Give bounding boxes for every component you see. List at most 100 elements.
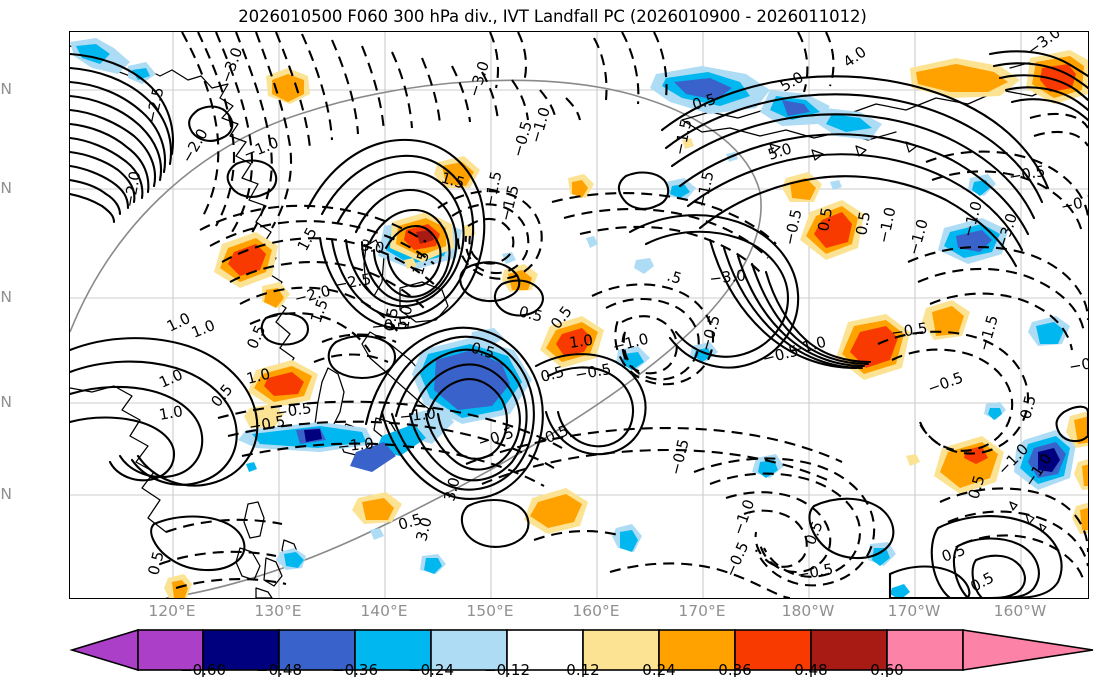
colorbar-tick-label-5: 0.12 [566,661,600,679]
svg-text:−1.0: −1.0 [874,205,899,244]
colorbar-seg-1 [202,629,280,671]
svg-text:4.0: 4.0 [840,43,870,72]
y-tick-label-40N: 40°N [0,288,12,306]
x-tick-label-180W: 180°W [781,602,835,620]
svg-text:−0.5: −0.5 [274,399,313,422]
svg-text:−0.5: −0.5 [574,360,613,384]
colorbar-seg-7 [658,629,736,671]
svg-text:−1.5: −1.5 [975,313,1002,353]
page-title: 2026010500 F060 300 hPa div., IVT Landfa… [238,7,867,26]
svg-text:−0.5: −0.5 [476,423,516,451]
svg-text:0.5: 0.5 [207,381,236,411]
svg-text:−3.0: −3.0 [465,59,493,99]
colorbar-seg-10 [886,629,964,671]
x-tick-label-130E: 130°E [254,602,302,620]
colorbar-segments [69,628,1094,672]
colorbar-seg-3 [354,629,432,671]
contours-positive [70,50,1088,598]
colorbar-tick-label-3: −0.24 [408,661,454,679]
y-tick-label-30N: 30°N [0,393,12,411]
colorbar-under-arrow [69,628,139,672]
svg-text:3.0: 3.0 [440,475,463,503]
svg-text:−1.0: −1.0 [729,497,758,537]
contours-negative [159,32,1088,598]
svg-text:0.5: 0.5 [814,206,836,233]
x-tick-label-160W: 160°W [993,602,1047,620]
svg-text:1.0: 1.0 [568,331,594,352]
map-gridlines [70,32,1088,598]
svg-text:0.5: 0.5 [801,519,827,548]
svg-text:−0.5: −0.5 [1008,162,1047,186]
svg-text:0.5: 0.5 [1016,393,1039,421]
map-canvas: −2.5 −3.0 −1.0 −2.0 −2.0 −2.0 −2.5 −0.5 … [70,32,1088,598]
colorbar-tick-label-9: 0.60 [870,661,904,679]
colorbar-tick-label-4: −0.12 [484,661,530,679]
colorbar-seg-5 [506,629,584,671]
svg-text:−1.0: −1.0 [905,217,932,257]
svg-text:−1.5: −1.5 [670,117,695,156]
svg-text:−0.5: −0.5 [890,319,929,342]
colorbar-seg-2 [278,629,356,671]
svg-text:−1.0: −1.0 [611,330,651,356]
svg-text:1.0: 1.0 [245,365,273,388]
colorbar-tick-label-8: 0.48 [794,661,828,679]
svg-text:0.5: 0.5 [144,549,167,577]
svg-text:0.5: 0.5 [396,510,424,534]
svg-text:−0.5: −0.5 [1059,191,1088,216]
colorbar-over-arrow [962,629,1094,671]
svg-text:1.0: 1.0 [158,402,185,424]
svg-text:1.5: 1.5 [439,169,467,193]
svg-text:0.5: 0.5 [965,473,989,501]
colorbar-tick-label-6: 0.24 [642,661,676,679]
svg-text:3.0: 3.0 [359,236,385,257]
svg-text:−0.5: −0.5 [721,539,752,580]
colorbar-tick-label-7: 0.36 [718,661,752,679]
svg-text:3.0: 3.0 [412,515,435,543]
map-plot-area[interactable]: −2.5 −3.0 −1.0 −2.0 −2.0 −2.0 −2.5 −0.5 … [69,31,1089,599]
x-tick-label-150E: 150°E [466,602,514,620]
svg-text:−1.0: −1.0 [241,133,282,163]
colorbar-seg-0 [137,629,204,671]
x-tick-label-160E: 160°E [572,602,620,620]
svg-text:1.0: 1.0 [164,309,193,336]
x-tick-label-140E: 140°E [360,602,408,620]
svg-text:−0.5: −0.5 [371,314,409,336]
svg-text:−0.5: −0.5 [796,560,835,584]
svg-text:−3.0: −3.0 [217,45,246,85]
svg-text:0.5: 0.5 [852,210,874,237]
colorbar-seg-9 [810,629,888,671]
x-tick-label-120E: 120°E [148,602,196,620]
svg-text:−0.5: −0.5 [697,313,724,353]
x-tick-label-170W: 170°W [887,602,941,620]
colorbar-seg-8 [734,629,812,671]
svg-text:0.5: 0.5 [539,363,567,386]
svg-text:−1.0: −1.0 [337,434,375,456]
y-tick-label-50N: 50°N [0,179,12,197]
svg-text:0.5: 0.5 [690,90,718,114]
svg-text:−0.5: −0.5 [1068,352,1088,376]
shaded-positive-regions [164,50,1088,598]
svg-text:−3.0: −3.0 [993,211,1021,251]
svg-text:−3.0: −3.0 [709,266,747,288]
colorbar-tick-label-1: −0.48 [256,661,302,679]
colorbar-tick-label-2: −0.36 [332,661,378,679]
svg-text:0.5: 0.5 [469,339,497,363]
svg-text:1.0: 1.0 [189,316,218,342]
svg-text:−1.0: −1.0 [527,105,554,145]
colorbar-tick-label-0: −0.60 [180,661,226,679]
svg-text:−0.5: −0.5 [925,368,965,397]
svg-text:0.5: 0.5 [243,323,269,352]
svg-text:−0.5: −0.5 [666,437,692,477]
colorbar-tick-marks [202,670,888,677]
colorbar-seg-6 [582,629,660,671]
y-tick-label-20N: 20°N [0,485,12,503]
colorbar-canvas [69,628,1094,677]
svg-text:−0.5: −0.5 [531,421,572,451]
svg-text:−1.0: −1.0 [399,404,437,426]
y-tick-label-60N: 60°N [0,80,12,98]
x-tick-label-170E: 170°E [678,602,726,620]
svg-text:0.5: 0.5 [380,306,402,333]
svg-text:1.5: 1.5 [294,224,321,254]
svg-text:0.5: 0.5 [517,302,545,325]
